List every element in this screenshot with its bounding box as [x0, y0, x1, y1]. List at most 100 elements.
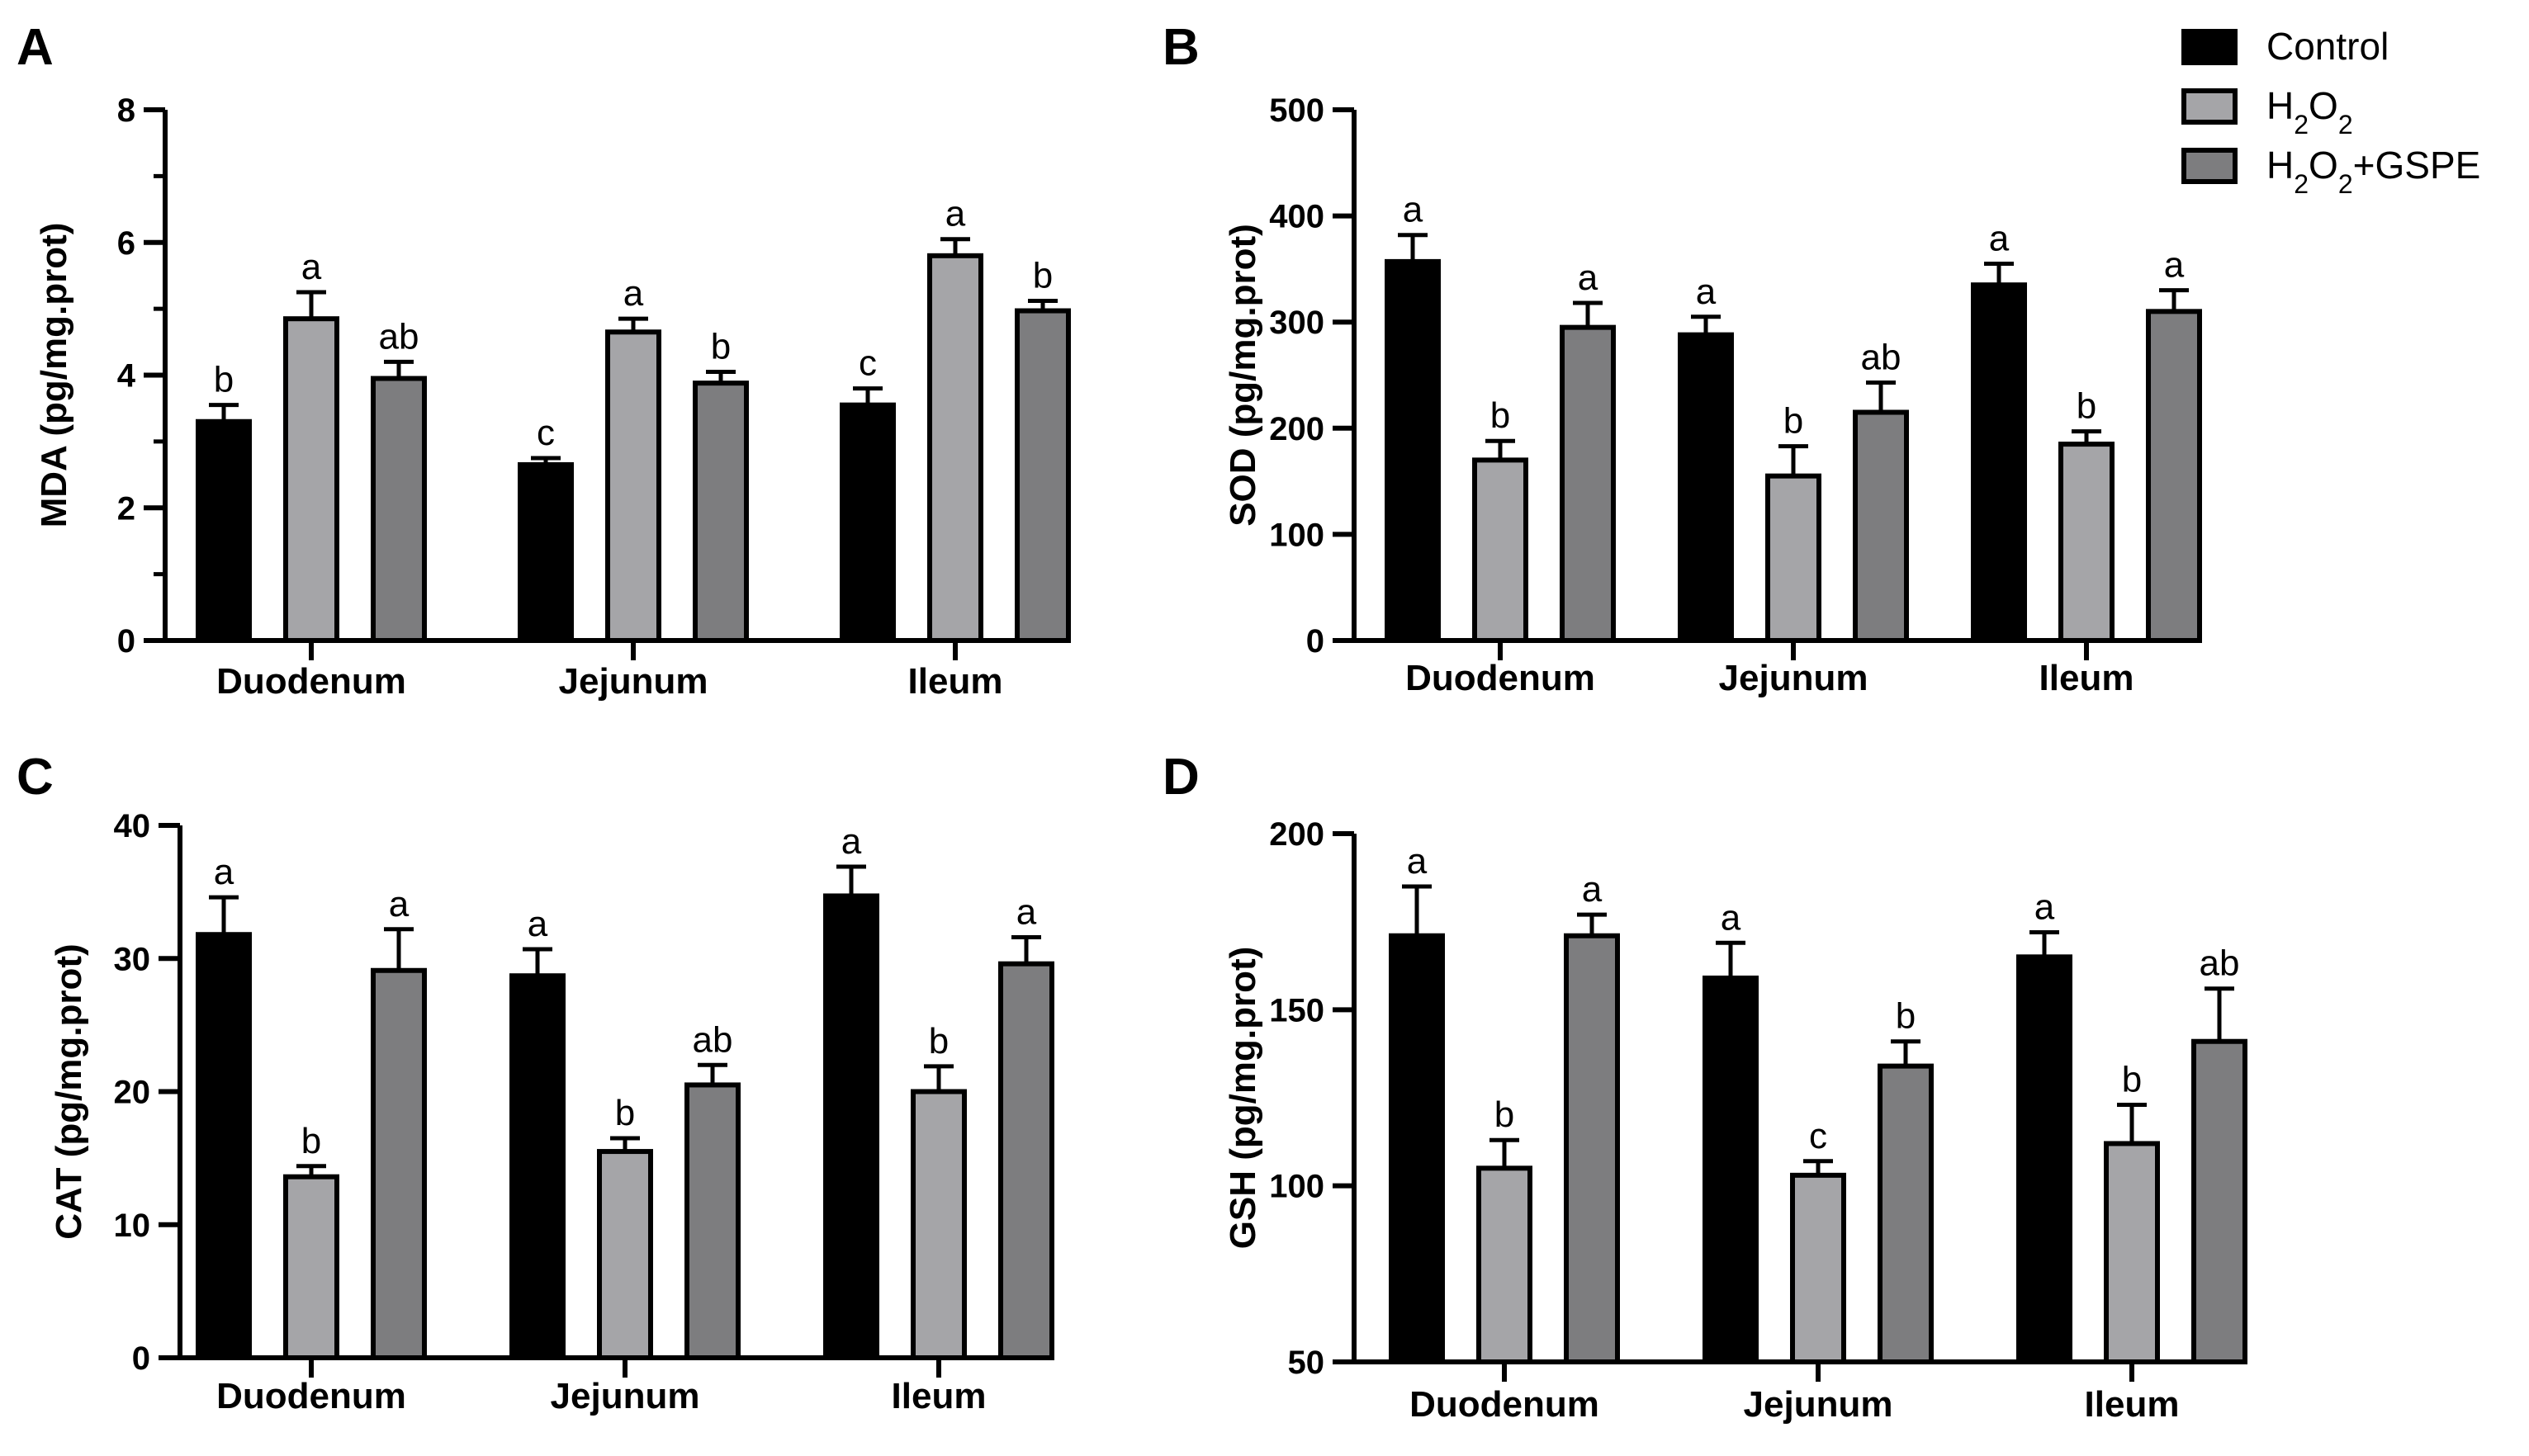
significance-letter: ab: [1861, 338, 1901, 378]
panel-letter: A: [17, 19, 54, 76]
bar: [998, 961, 1054, 1360]
significance-letter: c: [859, 343, 877, 384]
y-tick-label: 6: [117, 225, 135, 262]
x-tick-label: Jejunum: [1744, 1384, 1893, 1425]
significance-letter: b: [615, 1093, 635, 1133]
panel-letter: B: [1163, 19, 1200, 76]
significance-letter: b: [929, 1021, 949, 1061]
x-tick-label: Ileum: [2039, 658, 2134, 698]
bar: [693, 381, 749, 643]
bar: [1878, 1063, 1934, 1364]
significance-letter: b: [2122, 1060, 2142, 1100]
significance-letter: a: [1016, 891, 1037, 932]
bar: [371, 376, 427, 643]
y-tick-label: 2: [117, 490, 135, 527]
significance-letter: a: [841, 821, 862, 862]
significance-letter: b: [301, 1121, 321, 1161]
x-tick-label: Jejunum: [551, 1376, 700, 1416]
bar: [1015, 308, 1071, 643]
significance-letter: a: [623, 273, 644, 314]
x-tick-label: Duodenum: [1409, 1384, 1599, 1425]
x-tick-label: Duodenum: [216, 1376, 406, 1416]
significance-letter: b: [711, 326, 731, 366]
y-tick-label: 10: [114, 1208, 151, 1244]
significance-letter: a: [1721, 897, 1741, 938]
y-tick-label: 30: [114, 941, 151, 977]
significance-letter: c: [1809, 1116, 1827, 1156]
bar: [840, 402, 896, 643]
y-tick-label: 150: [1269, 992, 1324, 1028]
y-axis-label: GSH (pg/mg.prot): [1223, 947, 1263, 1250]
significance-letter: ab: [379, 316, 419, 357]
panel-letter: C: [17, 749, 54, 806]
bar: [2191, 1038, 2247, 1364]
significance-letter: a: [1582, 869, 1603, 910]
bar: [1790, 1172, 1846, 1365]
legend-swatch: [2181, 29, 2238, 65]
significance-letter: a: [2164, 245, 2185, 286]
significance-letter: a: [389, 884, 410, 924]
significance-letter: a: [1407, 841, 1428, 882]
y-tick-label: 100: [1269, 1169, 1324, 1205]
y-tick-label: 300: [1269, 305, 1324, 341]
bar: [1476, 1165, 1532, 1365]
bar: [196, 418, 252, 643]
significance-letter: a: [2034, 886, 2055, 927]
legend-swatch: [2181, 148, 2238, 184]
y-tick-label: 400: [1269, 199, 1324, 235]
y-tick-label: 500: [1269, 92, 1324, 129]
legend-label: H2O2+GSPE: [2266, 144, 2480, 199]
x-tick-label: Duodenum: [1405, 658, 1595, 698]
bar: [1560, 324, 1616, 643]
x-tick-label: Ileum: [908, 661, 1003, 702]
bar: [1678, 332, 1734, 643]
bar: [2016, 954, 2072, 1365]
y-tick-label: 40: [114, 808, 151, 844]
bar: [518, 462, 574, 643]
bar: [1385, 258, 1441, 643]
bar: [283, 316, 339, 643]
y-tick-label: 100: [1269, 517, 1324, 553]
x-tick-label: Jejunum: [1719, 658, 1868, 698]
x-tick-label: Duodenum: [216, 661, 406, 702]
bar: [1853, 409, 1909, 643]
significance-letter: a: [1403, 190, 1423, 230]
x-tick-label: Jejunum: [559, 661, 708, 702]
bar: [2104, 1141, 2160, 1364]
y-tick-label: 200: [1269, 411, 1324, 447]
significance-letter: a: [214, 852, 234, 892]
x-tick-label: Ileum: [892, 1376, 987, 1416]
legend-label: H2O2: [2266, 84, 2353, 139]
y-tick-label: 0: [117, 623, 135, 659]
bar: [283, 1174, 339, 1360]
y-tick-label: 8: [117, 92, 135, 129]
y-tick-label: 0: [1306, 623, 1324, 659]
bar: [196, 932, 252, 1360]
significance-letter: c: [537, 413, 555, 453]
bar: [911, 1089, 967, 1360]
bar: [684, 1082, 741, 1360]
significance-letter: a: [945, 194, 966, 234]
y-tick-label: 0: [132, 1340, 150, 1377]
significance-letter: b: [1494, 1094, 1514, 1135]
bar: [1765, 473, 1821, 643]
x-tick-label: Ileum: [2085, 1384, 2180, 1425]
significance-letter: b: [1490, 395, 1510, 436]
significance-letter: b: [1783, 401, 1803, 442]
bar: [371, 967, 427, 1360]
y-tick-label: 200: [1269, 816, 1324, 853]
bar: [509, 973, 566, 1361]
bar: [927, 253, 983, 643]
panel-letter: D: [1163, 749, 1200, 806]
bar: [1472, 457, 1528, 643]
bar: [1971, 282, 2027, 643]
significance-letter: a: [1696, 272, 1717, 312]
significance-letter: b: [2077, 386, 2096, 427]
bar: [1703, 975, 1759, 1365]
